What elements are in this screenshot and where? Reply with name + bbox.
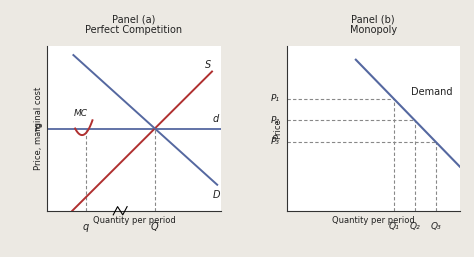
- Text: Q₂: Q₂: [410, 222, 420, 231]
- Text: Panel (b): Panel (b): [351, 15, 395, 25]
- Text: d: d: [213, 114, 219, 124]
- X-axis label: Quantity per period: Quantity per period: [92, 216, 175, 225]
- Text: Panel (a): Panel (a): [112, 15, 156, 25]
- Text: Demand: Demand: [411, 87, 453, 97]
- Title: Perfect Competition
: Perfect Competition: [85, 25, 182, 46]
- Y-axis label: Price: Price: [273, 118, 283, 139]
- Text: P₂: P₂: [271, 116, 280, 125]
- Text: MC: MC: [73, 109, 87, 118]
- Text: P₃: P₃: [271, 137, 280, 146]
- Text: Q₃: Q₃: [430, 222, 441, 231]
- Text: Q₁: Q₁: [389, 222, 399, 231]
- Text: D: D: [213, 190, 220, 200]
- X-axis label: Quantity per period: Quantity per period: [332, 216, 415, 225]
- Y-axis label: Price, marginal cost: Price, marginal cost: [34, 87, 43, 170]
- Text: Q: Q: [151, 222, 159, 232]
- Text: S: S: [205, 60, 211, 70]
- Text: P₁: P₁: [271, 94, 280, 103]
- Text: q: q: [82, 222, 89, 232]
- Title: Monopoly
: Monopoly: [350, 25, 397, 46]
- Text: P: P: [35, 124, 40, 133]
